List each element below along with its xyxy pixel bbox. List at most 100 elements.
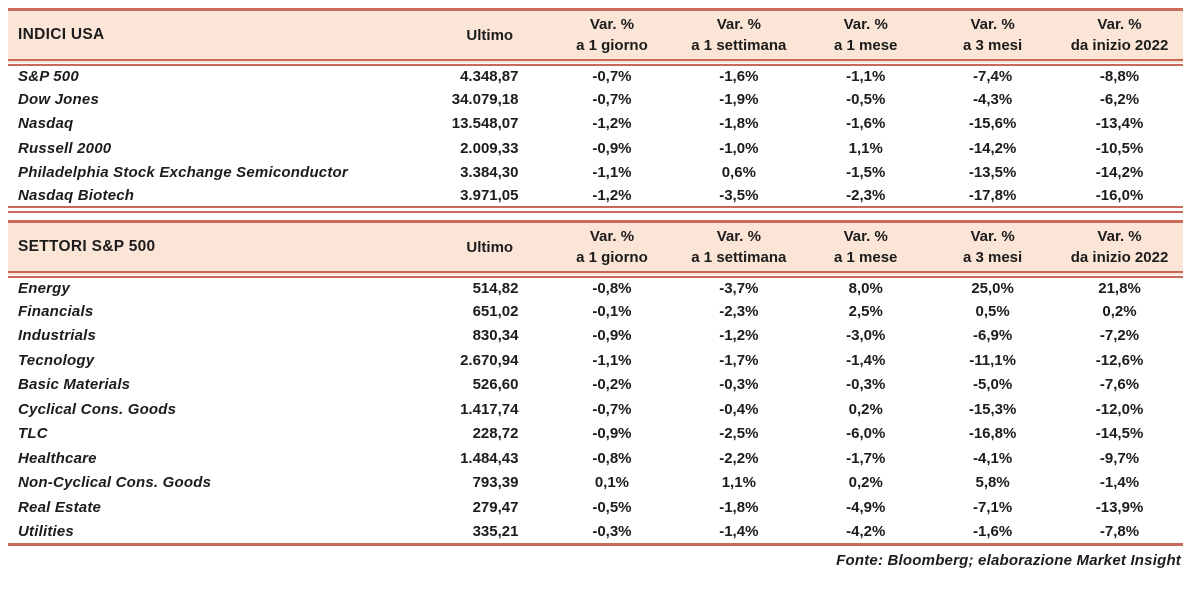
var-value: -1,9% (719, 90, 759, 108)
ultimo-value: 2.009,33 (460, 139, 519, 157)
var-label: Var. % (1097, 16, 1142, 33)
var-value: -14,2% (1095, 164, 1144, 182)
var-value: -5,0% (973, 376, 1013, 394)
var-value: -1,8% (719, 498, 759, 516)
column-header-var: Var. % da inizio 2022 (1056, 220, 1183, 278)
table-row: Russell 2000 2.009,33 -0,9% -1,0% 1,1% -14,2%… (8, 136, 1183, 161)
var-period-label: da inizio 2022 (1070, 249, 1169, 266)
var-value: -0,7% (592, 90, 632, 108)
var-value: -1,7% (719, 351, 759, 369)
var-value: -0,5% (846, 90, 886, 108)
row-label: Russell 2000 (18, 139, 112, 157)
table-row: Philadelphia Stock Exchange Semiconducto… (8, 161, 1183, 186)
table-row: Utilities 335,21 -0,3% -1,4% -4,2% -1,6% -7,8% (8, 519, 1183, 546)
var-value: -13,5% (968, 164, 1017, 182)
ultimo-value: 1.417,74 (460, 400, 519, 418)
table-row: Dow Jones 34.079,18 -0,7% -1,9% -0,5% -4,3% -6… (8, 87, 1183, 112)
indici-usa-table: INDICI USA Ultimo Var. % a 1 giorno Var. %… (8, 8, 1183, 213)
var-value: -3,0% (846, 327, 886, 345)
table-title: INDICI USA (8, 8, 431, 66)
var-value: -12,0% (1095, 400, 1144, 418)
row-label: Tecnology (18, 351, 95, 369)
var-value: 0,5% (975, 302, 1010, 320)
table-row: Healthcare 1.484,43 -0,8% -2,2% -1,7% -4,1% -9… (8, 446, 1183, 471)
ultimo-value: 1.484,43 (460, 449, 519, 467)
var-value: -0,8% (592, 280, 632, 297)
var-value: -16,8% (968, 425, 1017, 443)
column-header-var: Var. % a 1 mese (802, 8, 930, 66)
row-label: Dow Jones (18, 90, 99, 108)
var-value: -0,7% (592, 68, 632, 85)
var-value: -12,6% (1095, 351, 1144, 369)
var-label: Var. % (716, 16, 761, 33)
var-value: 1,1% (848, 139, 883, 157)
var-value: -10,5% (1095, 139, 1144, 157)
ultimo-value: 651,02 (472, 302, 519, 320)
column-header-var: Var. % a 3 mesi (929, 220, 1057, 278)
row-label: Industrials (18, 327, 97, 345)
header-row: INDICI USA Ultimo Var. % a 1 giorno Var. %… (8, 8, 1183, 66)
row-label: TLC (18, 425, 48, 443)
var-value: 25,0% (971, 280, 1014, 297)
var-value: -3,7% (719, 280, 759, 297)
table-body: Energy 514,82 -0,8% -3,7% 8,0% 25,0% 21,8% Fina… (8, 275, 1183, 546)
ultimo-value: 3.971,05 (431, 185, 549, 213)
var-value: -11,1% (969, 351, 1016, 369)
var-value: -1,1% (846, 68, 886, 85)
table-row: Cyclical Cons. Goods 1.417,74 -0,7% -0,4% 0,… (8, 397, 1183, 422)
var-value: -0,8% (592, 449, 632, 467)
var-value: -0,1% (592, 302, 632, 320)
var-value: -1,6% (929, 519, 1057, 546)
var-value: 21,8% (1098, 280, 1141, 297)
var-value: -1,4% (675, 519, 803, 546)
row-label: S&P 500 (18, 68, 79, 85)
var-value: -7,6% (1099, 376, 1140, 394)
table-row: Basic Materials 526,60 -0,2% -0,3% -0,3% -5,0… (8, 373, 1183, 398)
ultimo-value: 793,39 (472, 474, 519, 492)
var-value: -14,5% (1095, 425, 1144, 443)
var-value: -1,8% (719, 115, 759, 133)
table-row: Real Estate 279,47 -0,5% -1,8% -4,9% -7,1% -13… (8, 495, 1183, 520)
ultimo-value: 34.079,18 (451, 90, 519, 108)
var-value: -1,7% (846, 449, 886, 467)
var-value: -13,9% (1095, 498, 1144, 516)
row-label: Non-Cyclical Cons. Goods (18, 474, 212, 492)
var-value: 8,0% (848, 280, 883, 297)
table-row: Financials 651,02 -0,1% -2,3% 2,5% 0,5% 0,2% (8, 299, 1183, 324)
var-value: -1,2% (719, 327, 759, 345)
ultimo-value: 526,60 (472, 376, 519, 394)
var-value: -7,4% (973, 68, 1013, 85)
ultimo-value: 13.548,07 (451, 115, 519, 133)
table-row: Industrials 830,34 -0,9% -1,2% -3,0% -6,9% -7,… (8, 324, 1183, 349)
var-value: -4,2% (802, 519, 930, 546)
var-label: Var. % (843, 16, 888, 33)
var-value: 0,2% (848, 400, 883, 418)
table-body: S&P 500 4.348,87 -0,7% -1,6% -1,1% -7,4% -8,8%… (8, 63, 1183, 213)
var-value: -0,2% (592, 376, 632, 394)
var-value: -0,3% (846, 376, 886, 394)
column-header-var: Var. % a 3 mesi (929, 8, 1057, 66)
ultimo-value: 3.384,30 (460, 164, 519, 182)
ultimo-value: 2.670,94 (460, 351, 519, 369)
var-value: -14,2% (968, 139, 1017, 157)
var-value: -2,2% (719, 449, 759, 467)
var-value: -0,7% (592, 400, 632, 418)
table-row: Nasdaq Biotech 3.971,05 -1,2% -3,5% -2,3% -17… (8, 185, 1183, 213)
var-value: -0,9% (592, 139, 632, 157)
var-value: -17,8% (929, 185, 1057, 213)
ultimo-value: 514,82 (472, 280, 519, 297)
var-value: -1,4% (1099, 474, 1140, 492)
var-value: -1,6% (846, 115, 886, 133)
var-value: 5,8% (975, 474, 1010, 492)
row-label: Nasdaq (18, 115, 74, 133)
settori-sp500-table: SETTORI S&P 500 Ultimo Var. % a 1 giorno V… (8, 220, 1183, 546)
var-label: Var. % (843, 228, 888, 245)
header-row: SETTORI S&P 500 Ultimo Var. % a 1 giorno V… (8, 220, 1183, 278)
var-value: 0,2% (1102, 302, 1137, 320)
var-value: -9,7% (1099, 449, 1140, 467)
var-value: 1,1% (721, 474, 756, 492)
var-value: -16,0% (1056, 185, 1183, 213)
var-period-label: a 1 settimana (691, 37, 787, 54)
table-row: Energy 514,82 -0,8% -3,7% 8,0% 25,0% 21,8% (8, 275, 1183, 300)
var-period-label: a 1 giorno (576, 37, 648, 54)
